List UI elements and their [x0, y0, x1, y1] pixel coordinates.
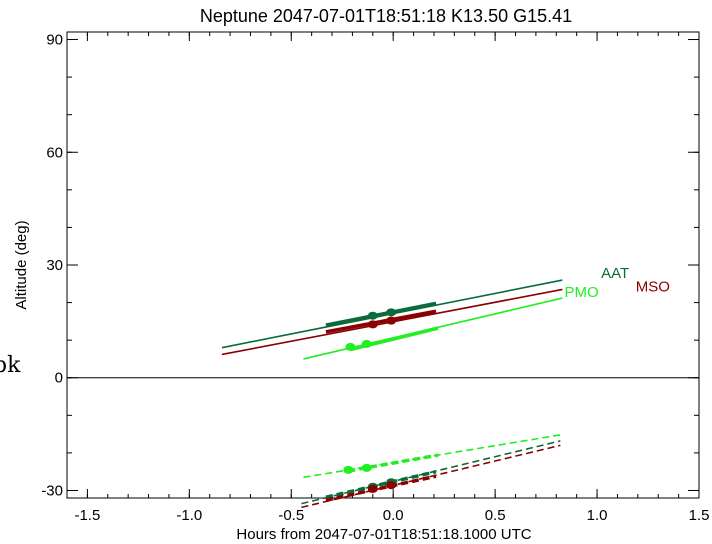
x-tick-label: 1.0	[587, 507, 608, 524]
series-label: MSO	[636, 278, 670, 295]
below-horizon-line	[301, 440, 561, 505]
y-axis-label: Altitude (deg)	[13, 220, 30, 309]
series-pmo: PMO	[303, 284, 599, 479]
x-tick-label: 1.5	[689, 507, 710, 524]
altitude-marker	[367, 320, 378, 329]
y-tick-label: 30	[46, 257, 63, 274]
altitude-marker	[367, 311, 378, 320]
series-group: AAT MSO PMO	[221, 265, 670, 509]
below-horizon-marker	[361, 463, 372, 472]
x-tick-label: -1.0	[176, 507, 202, 524]
observing-window	[325, 301, 437, 327]
y-tick-label: -30	[41, 482, 63, 499]
x-tick-label: 0.0	[383, 507, 404, 524]
below-horizon-observing-window	[325, 469, 437, 499]
below-horizon-line	[303, 434, 561, 479]
series-mso: MSO	[221, 278, 670, 509]
x-tick-label: -1.5	[74, 507, 100, 524]
below-horizon-marker	[386, 481, 397, 490]
altitude-marker	[386, 316, 397, 325]
x-tick-label: 0.5	[485, 507, 506, 524]
axis-ticks	[67, 32, 700, 498]
series-label: PMO	[564, 284, 598, 301]
altitude-marker	[361, 339, 372, 348]
altitude-marker	[345, 342, 356, 351]
x-tick-label: -0.5	[278, 507, 304, 524]
below-horizon-observing-window	[325, 474, 437, 502]
y-tick-label: 0	[55, 370, 63, 387]
below-horizon-marker	[343, 465, 354, 474]
series-label: AAT	[601, 265, 629, 282]
below-horizon-marker	[367, 484, 378, 493]
x-axis-label: Hours from 2047-07-01T18:51:18.1000 UTC	[236, 526, 531, 543]
below-horizon-line	[301, 444, 561, 509]
chart-title: Neptune 2047-07-01T18:51:18 K13.50 G15.4…	[200, 6, 572, 26]
y-tick-label: 90	[46, 32, 63, 49]
y-tick-label: 60	[46, 144, 63, 161]
observing-window	[325, 309, 437, 334]
tick-labels: -1.5 -1.0 -0.5 0.0 0.5 1.0 1.5 -30 0 30 60 90	[41, 32, 709, 524]
edge-text: pk	[0, 353, 21, 378]
altitude-marker	[386, 308, 397, 317]
